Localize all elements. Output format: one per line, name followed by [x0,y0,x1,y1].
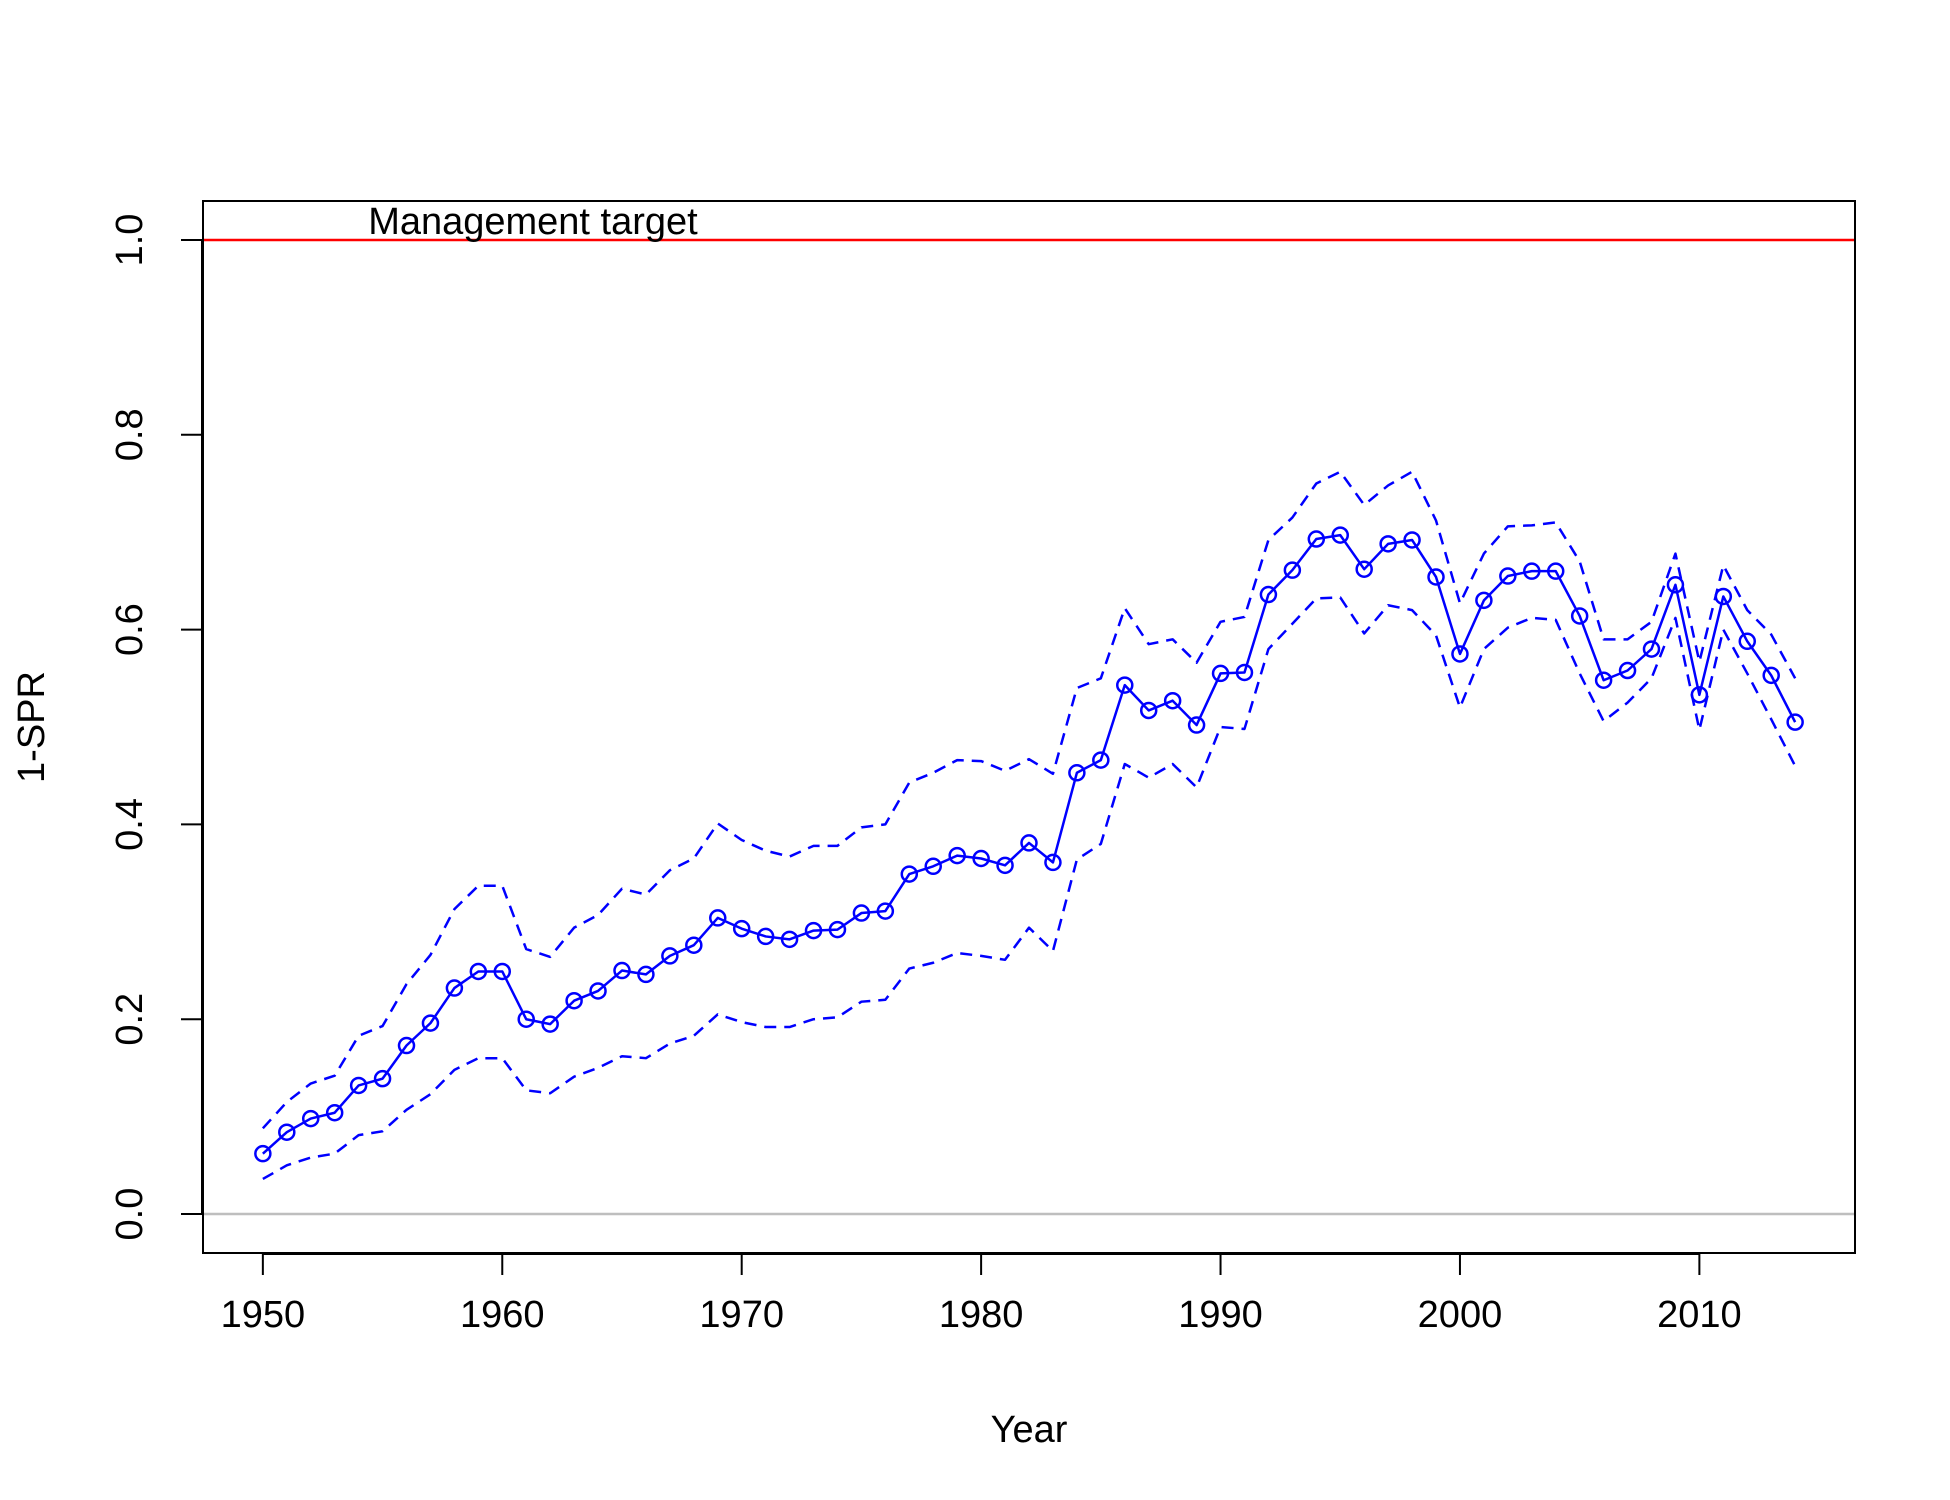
data-point-2013 [1762,666,1780,685]
data-point-1957 [421,1014,440,1032]
x-tick-label: 1980 [939,1294,1024,1336]
series-line-lower [262,596,1797,1181]
data-point-1971 [756,927,775,946]
y-axis: 0.0 0.2 0.4 0.6 0.8 1.0 [109,214,203,1241]
data-point-2014 [1786,713,1804,731]
data-point-1981 [996,856,1014,875]
data-point-1950 [254,1144,272,1163]
data-point-2008 [1642,640,1661,658]
data-point-1983 [1044,853,1062,872]
data-point-2012 [1738,632,1757,651]
reference-line-label: Management target [368,201,698,243]
data-point-1955 [373,1069,392,1088]
data-point-1962 [541,1015,559,1033]
data-point-1960 [493,962,512,981]
data-point-2002 [1499,567,1517,585]
data-point-1968 [685,936,703,954]
data-point-1990 [1211,664,1230,683]
data-point-1952 [301,1109,320,1128]
y-tick-label: 0.4 [109,798,151,851]
data-point-1988 [1163,691,1182,710]
x-tick-label: 2000 [1418,1294,1503,1336]
x-axis: 1950 1960 1970 1980 1990 2000 2010 [221,1253,1742,1336]
data-point-1969 [709,909,727,927]
data-point-1993 [1283,561,1302,579]
reference-lines: Management target [203,201,1855,1216]
data-point-1989 [1187,716,1206,734]
data-point-1959 [469,962,488,981]
data-point-1951 [278,1123,296,1141]
series-layer [254,470,1804,1181]
data-point-1970 [732,919,751,938]
x-tick-label: 1990 [1178,1294,1263,1336]
data-point-1978 [924,857,942,876]
x-tick-label: 2010 [1657,1294,1742,1336]
data-point-1972 [780,930,799,949]
data-point-1954 [349,1076,368,1095]
data-point-1953 [325,1103,344,1122]
data-point-1997 [1379,535,1397,553]
y-tick-label: 0.2 [109,993,151,1046]
data-point-2006 [1594,671,1613,689]
data-point-1984 [1068,764,1086,782]
data-point-1982 [1020,834,1038,852]
x-tick-label: 1950 [221,1294,306,1336]
data-point-1995 [1331,526,1349,544]
data-point-2005 [1570,607,1589,625]
data-point-1961 [517,1010,535,1028]
x-axis-title: Year [991,1409,1068,1451]
data-point-2009 [1666,576,1685,594]
data-point-1975 [852,904,871,922]
data-point-1967 [661,947,679,965]
data-point-1956 [397,1036,416,1055]
data-point-1994 [1307,530,1326,548]
data-point-1958 [445,979,464,997]
data-point-1991 [1235,663,1254,682]
data-point-1985 [1092,751,1110,769]
data-point-1966 [637,965,655,984]
series-line-upper [261,470,1797,1130]
x-tick-label: 1970 [699,1294,784,1336]
data-point-1987 [1139,701,1158,720]
y-tick-label: 0.0 [109,1188,151,1241]
data-point-1992 [1259,585,1278,604]
data-point-1986 [1116,676,1134,694]
data-point-2003 [1523,562,1541,580]
x-tick-label: 1960 [460,1294,545,1336]
data-point-2001 [1475,591,1493,610]
data-point-1996 [1355,560,1373,578]
data-point-1998 [1403,531,1421,549]
data-point-1974 [828,920,847,939]
data-point-2000 [1451,645,1469,663]
y-tick-label: 1.0 [109,214,151,267]
y-axis-title: 1-SPR [11,671,53,783]
data-point-1979 [948,846,966,865]
data-point-1963 [565,991,583,1010]
y-tick-label: 0.8 [109,408,151,461]
data-point-1976 [876,902,895,920]
data-point-1965 [613,961,631,980]
data-point-2007 [1618,661,1637,680]
data-point-2004 [1546,562,1565,580]
data-point-1999 [1427,568,1445,586]
data-point-1973 [804,921,823,940]
data-point-1980 [972,849,990,868]
data-point-1977 [900,865,919,883]
y-tick-label: 0.6 [109,603,151,656]
data-point-1964 [589,982,607,1000]
